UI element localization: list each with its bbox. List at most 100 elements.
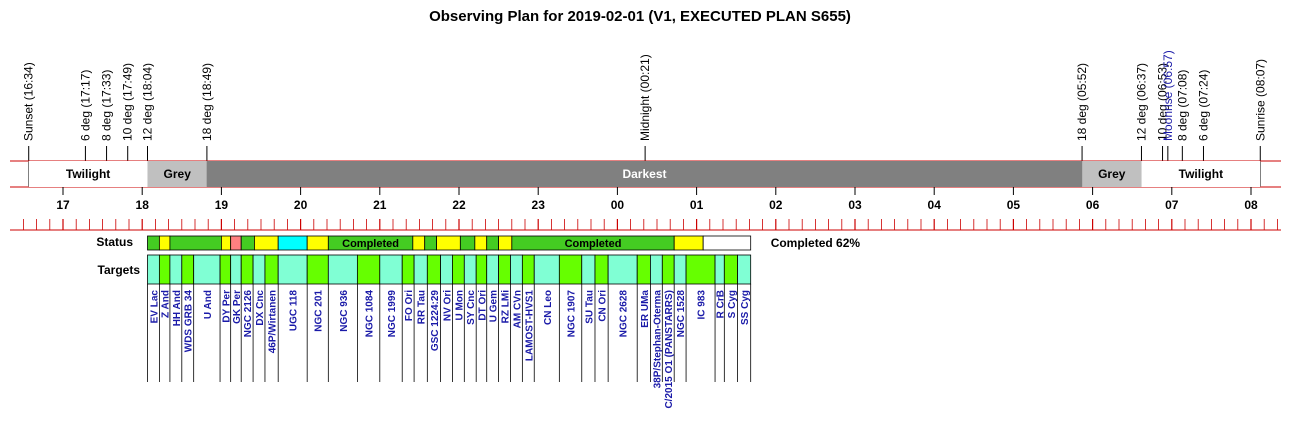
event-label: Sunset (16:34) [22,62,36,141]
twilight-band-group: Twilight Grey Darkest Grey Twilight [28,161,1261,187]
hour-tick-label: 23 [532,198,546,212]
target-name: SY Cnc [466,290,477,325]
target-name: NGC 1528 [676,290,687,338]
hour-tick-label: 19 [215,198,229,212]
target-name: 38P/Stephan-Oterma [652,290,663,389]
band-label: Darkest [622,167,666,181]
target-block [581,254,596,285]
target-name: NV Ori [442,290,453,321]
moonrise-label: Moonrise (06:57) [1161,50,1175,141]
target-block [219,254,232,285]
target-block [723,254,738,285]
target-block [661,254,675,285]
event-label: Sunrise (08:07) [1253,59,1267,141]
band-darkest [206,161,1083,187]
target-name: LAMOST-HVS1 [524,290,535,362]
target-name: NGC 936 [339,290,350,332]
event-label: 18 deg (18:49) [200,63,214,141]
target-name: GK Per [232,290,243,324]
hour-tick-label: 00 [611,198,625,212]
status-segment-label: Completed [342,238,399,250]
target-name: NGC 2126 [243,290,254,338]
target-name: NGC 1999 [387,290,398,338]
hour-tick-label: 05 [1007,198,1021,212]
status-segment-pending [498,235,513,251]
target-block [650,254,663,285]
hour-tick-label: 07 [1165,198,1179,212]
target-name: S Cyg [727,290,738,318]
band-label: Grey [1098,167,1126,181]
target-name: IC 983 [697,290,708,320]
targets-row-label: Targets [98,263,141,277]
hour-tick-label: 06 [1086,198,1100,212]
status-segment-empty [702,235,752,251]
target-block [452,254,465,285]
event-label-group: Sunset (16:34) 6 deg (17:17) 8 deg (17:33)… [22,50,1268,141]
target-block [475,254,488,285]
target-name: U Mon [454,290,465,321]
event-label: 6 deg (17:17) [78,70,92,141]
event-label: 10 deg (17:49) [121,63,135,141]
hour-tick-label: 01 [690,198,704,212]
completed-percent: Completed 62% [771,236,861,250]
band-grey [1082,161,1142,187]
event-label: 12 deg (18:04) [141,63,155,141]
target-name: U Gem [489,290,500,322]
target-block [356,254,381,285]
event-label: 8 deg (17:33) [100,70,114,141]
target-block [533,254,560,285]
status-segment-pending [220,235,232,251]
status-segment-label: Completed [565,238,622,250]
event-label: 8 deg (07:08) [1175,70,1189,141]
target-block [181,254,195,285]
target-name: SS Cyg [740,290,751,325]
band-twilight [28,161,148,187]
target-block [673,254,687,285]
target-name: 46P/Wirtanen [268,290,279,353]
target-block [737,254,752,285]
target-name: UGC 118 [289,290,300,332]
status-segment-pending [412,235,426,251]
target-name: C/2015 O1 (PANSTARRS) [664,290,675,409]
target-block [714,254,725,285]
target-block [193,254,221,285]
status-segment-failed [230,235,242,251]
target-block [486,254,500,285]
hour-tick-label: 02 [769,198,783,212]
status-segment-completed [169,235,222,251]
target-name: SU Tau [584,290,595,324]
hour-tick-label: 21 [373,198,387,212]
target-block [426,254,441,285]
hour-axis: 17 18 19 20 21 22 23 00 01 02 03 04 05 06 07 08 [22,187,1278,230]
event-label: 10 deg (06:53) [1156,63,1170,141]
status-segment-completed [147,235,160,251]
target-name: DX Cnc [255,290,266,326]
status-segment-pending [306,235,329,251]
event-label: 12 deg (06:37) [1134,63,1148,141]
target-block [230,254,242,285]
event-label: Midnight (00:21) [638,54,652,141]
target-block [685,254,716,285]
status-segment-pending [254,235,279,251]
target-block [558,254,583,285]
target-name: NGC 1084 [365,290,376,338]
target-block [264,254,279,285]
target-block [510,254,523,285]
target-name: R CrB [716,290,727,318]
status-row-label: Status [96,235,133,249]
status-segment-pending [474,235,488,251]
band-label: Twilight [1179,167,1223,181]
target-name: DY Per [221,290,232,323]
target-name: RZ LMi [501,290,512,324]
hour-tick-label: 08 [1244,198,1258,212]
hour-tick-label: 04 [928,198,942,212]
target-name: GSC 1224:29 [430,290,441,352]
target-block [521,254,535,285]
target-block [636,254,651,285]
status-segment-pending [436,235,461,251]
target-block [158,254,171,285]
targets-row: Targets EV Lac Z And HH And WDS GRB 34 U And D… [98,254,752,409]
target-block [498,254,511,285]
event-label: 18 deg (05:52) [1075,63,1089,141]
hour-tick-label: 22 [452,198,466,212]
